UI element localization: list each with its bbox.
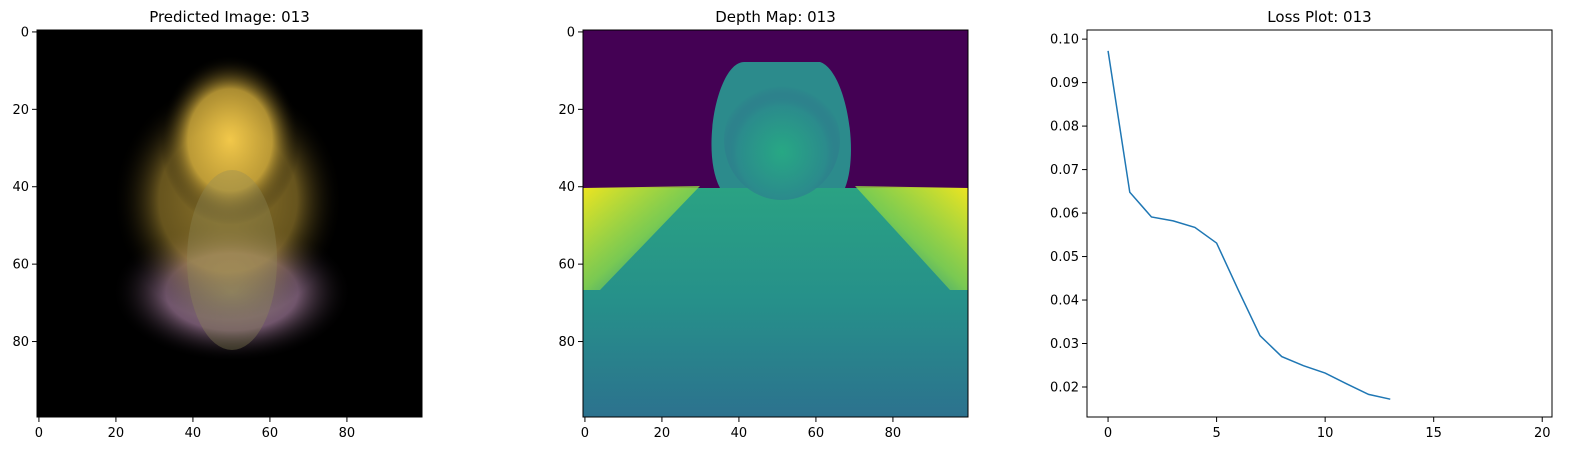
y-tick-label: 80 <box>12 335 29 350</box>
depth-image <box>583 30 968 417</box>
x-tick-label: 10 <box>1317 426 1334 441</box>
axes-frame <box>1086 29 1553 418</box>
x-tick-label: 20 <box>108 426 125 441</box>
y-tick-label: 0.07 <box>1050 163 1079 178</box>
x-tick-label: 5 <box>1212 426 1220 441</box>
loss-line <box>1107 50 1391 400</box>
chart-title: Loss Plot: 013 <box>1267 8 1371 26</box>
x-tick-label: 80 <box>339 426 356 441</box>
y-tick-label: 60 <box>12 258 29 273</box>
y-tick-label: 0.05 <box>1050 250 1079 265</box>
x-tick-label: 40 <box>185 426 202 441</box>
y-tick-label: 20 <box>12 103 29 118</box>
x-tick-label: 20 <box>654 426 671 441</box>
x-tick-label: 60 <box>262 426 279 441</box>
y-tick-label: 20 <box>558 103 575 118</box>
y-tick-label: 0.06 <box>1050 207 1079 222</box>
y-tick-label: 0 <box>567 25 575 40</box>
y-tick-label: 0.03 <box>1050 337 1079 352</box>
x-tick-label: 0 <box>581 426 589 441</box>
x-tick-label: 0 <box>35 426 43 441</box>
x-tick-label: 80 <box>885 426 902 441</box>
x-tick-label: 40 <box>731 426 748 441</box>
x-tick-label: 15 <box>1425 426 1442 441</box>
predicted-image <box>37 30 422 417</box>
y-tick-label: 0.02 <box>1050 380 1079 395</box>
y-tick-label: 80 <box>558 335 575 350</box>
y-tick-label: 40 <box>12 180 29 195</box>
axes-frame <box>582 29 969 418</box>
y-tick-label: 0 <box>21 25 29 40</box>
x-tick-label: 20 <box>1534 426 1551 441</box>
y-tick-label: 0.09 <box>1050 76 1079 91</box>
y-tick-label: 0.10 <box>1050 33 1079 48</box>
y-tick-label: 40 <box>558 180 575 195</box>
x-tick-label: 0 <box>1104 426 1112 441</box>
x-tick-label: 60 <box>808 426 825 441</box>
axes-frame <box>36 29 423 418</box>
y-tick-label: 0.08 <box>1050 120 1079 135</box>
chart-title: Depth Map: 013 <box>715 8 836 26</box>
y-tick-label: 0.04 <box>1050 294 1079 309</box>
y-tick-label: 60 <box>558 258 575 273</box>
chart-title: Predicted Image: 013 <box>149 8 310 26</box>
